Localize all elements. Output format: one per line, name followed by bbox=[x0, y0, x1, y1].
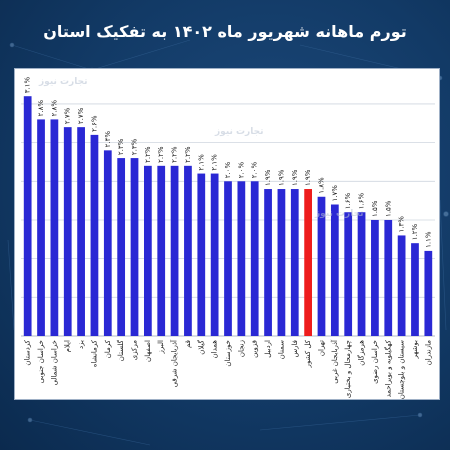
tick-label: خراسان رضوی bbox=[371, 340, 379, 384]
data-label: ۱.۵% bbox=[384, 200, 392, 217]
tick-label: زنجان bbox=[237, 340, 245, 357]
tick-label: چهارمحال و بختیاری bbox=[344, 340, 352, 398]
data-label: ۲.۴% bbox=[104, 131, 112, 148]
data-label: ۱.۹% bbox=[277, 169, 285, 186]
watermark: تجارت نیوز bbox=[315, 209, 364, 219]
tick-label: قم bbox=[184, 340, 192, 348]
bar bbox=[290, 189, 299, 336]
chart-panel: ۳.۱% کردستان ۲.۸% خراسان جنوبی ۲.۸% خراسان شم… bbox=[14, 68, 440, 400]
tick-label: کرمان bbox=[104, 339, 112, 358]
data-label: ۱.۵% bbox=[371, 200, 379, 217]
tick-label: ایلام bbox=[64, 340, 72, 352]
data-label: ۱.۶% bbox=[358, 192, 366, 209]
data-label: ۲.۷% bbox=[64, 107, 72, 124]
bar bbox=[90, 134, 99, 336]
tick-label: بوشهر bbox=[411, 340, 419, 360]
tick-label: کل کشور bbox=[304, 339, 312, 368]
data-label: ۲.۲% bbox=[157, 146, 165, 163]
tick-label: مرکزی bbox=[131, 340, 139, 361]
bar bbox=[210, 173, 219, 336]
chart-title: تورم ماهانه شهریور ماه ۱۴۰۲ به تفکیک است… bbox=[43, 22, 407, 41]
data-label: ۲.۲% bbox=[171, 146, 179, 163]
data-label: ۲.۰% bbox=[237, 162, 245, 179]
data-label: ۲.۸% bbox=[37, 100, 45, 117]
bar bbox=[330, 204, 339, 336]
tick-label: تهران bbox=[317, 340, 325, 356]
tick-label: اصفهان bbox=[144, 340, 152, 362]
bar bbox=[371, 219, 379, 336]
data-label: ۱.۱% bbox=[424, 231, 432, 248]
data-label: ۲.۱% bbox=[211, 154, 219, 171]
tick-label: گلستان bbox=[116, 339, 125, 361]
bar bbox=[237, 181, 246, 336]
watermark: تجارت نیوز bbox=[215, 127, 264, 137]
tick-label: کردستان bbox=[24, 339, 32, 365]
data-label: ۱.۹% bbox=[291, 169, 299, 186]
bar bbox=[250, 181, 259, 336]
tick-label: فارس bbox=[291, 340, 299, 357]
bar bbox=[344, 212, 353, 336]
data-label: ۱.۳% bbox=[398, 216, 406, 233]
data-label: ۲.۲% bbox=[184, 146, 192, 163]
bar bbox=[103, 150, 112, 336]
data-label: ۲.۷% bbox=[77, 107, 85, 124]
tick-label: اردبیل bbox=[264, 340, 272, 358]
bar bbox=[23, 96, 32, 336]
tick-label: سمنان bbox=[277, 340, 285, 359]
bar bbox=[304, 189, 313, 336]
tick-label: قزوین bbox=[251, 340, 259, 358]
data-label: ۱.۶% bbox=[344, 192, 352, 209]
tick-label: آذربایجان غربی bbox=[330, 339, 339, 384]
tick-label: کهگیلویه و بویراحمد bbox=[383, 339, 392, 397]
bar bbox=[184, 165, 192, 336]
bar bbox=[63, 127, 72, 336]
data-label: ۱.۹% bbox=[264, 169, 272, 186]
watermark: تجارت نیوز bbox=[39, 77, 88, 87]
bar bbox=[157, 165, 166, 336]
bar bbox=[384, 219, 393, 336]
tick-label: آذربایجان شرقی bbox=[170, 339, 179, 387]
bar bbox=[50, 119, 59, 336]
data-label: ۲.۳% bbox=[131, 138, 139, 155]
tick-label: مازندران bbox=[424, 340, 432, 366]
bar bbox=[224, 181, 232, 336]
bar bbox=[277, 189, 286, 336]
tick-label: خراسان جنوبی bbox=[37, 340, 45, 383]
tick-label: هرمزگان bbox=[357, 340, 366, 366]
tick-label: البرز bbox=[157, 340, 165, 354]
bar bbox=[130, 158, 139, 336]
tick-label: سیستان و بلوچستان bbox=[398, 340, 406, 399]
tick-label: یزد bbox=[77, 340, 85, 349]
bar bbox=[170, 165, 179, 336]
tick-label: گیلان bbox=[196, 339, 205, 354]
bar bbox=[77, 127, 85, 336]
bar bbox=[264, 189, 272, 336]
tick-label: خراسان شمالی bbox=[50, 340, 58, 386]
data-label: ۳.۱% bbox=[24, 76, 32, 93]
bar bbox=[357, 212, 366, 336]
data-label: ۱.۷% bbox=[331, 185, 339, 202]
bar bbox=[197, 173, 206, 336]
data-label: ۲.۰% bbox=[224, 162, 232, 179]
data-label: ۱.۹% bbox=[304, 169, 312, 186]
bar bbox=[424, 250, 433, 336]
data-label: ۲.۶% bbox=[90, 115, 98, 132]
data-label: ۲.۸% bbox=[50, 100, 58, 117]
data-label: ۲.۲% bbox=[144, 146, 152, 163]
bar-chart: ۳.۱% کردستان ۲.۸% خراسان جنوبی ۲.۸% خراسان شم… bbox=[21, 76, 435, 399]
bar bbox=[117, 158, 126, 336]
data-label: ۱.۲% bbox=[411, 223, 419, 240]
data-label: ۱.۸% bbox=[317, 177, 325, 194]
data-label: ۲.۳% bbox=[117, 138, 125, 155]
bar bbox=[411, 243, 419, 336]
data-label: ۲.۰% bbox=[251, 162, 259, 179]
data-label: ۲.۱% bbox=[197, 154, 205, 171]
tick-label: کرمانشاه bbox=[90, 339, 98, 367]
bar bbox=[143, 165, 152, 336]
tick-label: همدان bbox=[211, 340, 219, 359]
bar bbox=[317, 196, 326, 336]
tick-label: خوزستان bbox=[224, 340, 232, 367]
bar bbox=[397, 235, 406, 336]
bar bbox=[37, 119, 45, 336]
